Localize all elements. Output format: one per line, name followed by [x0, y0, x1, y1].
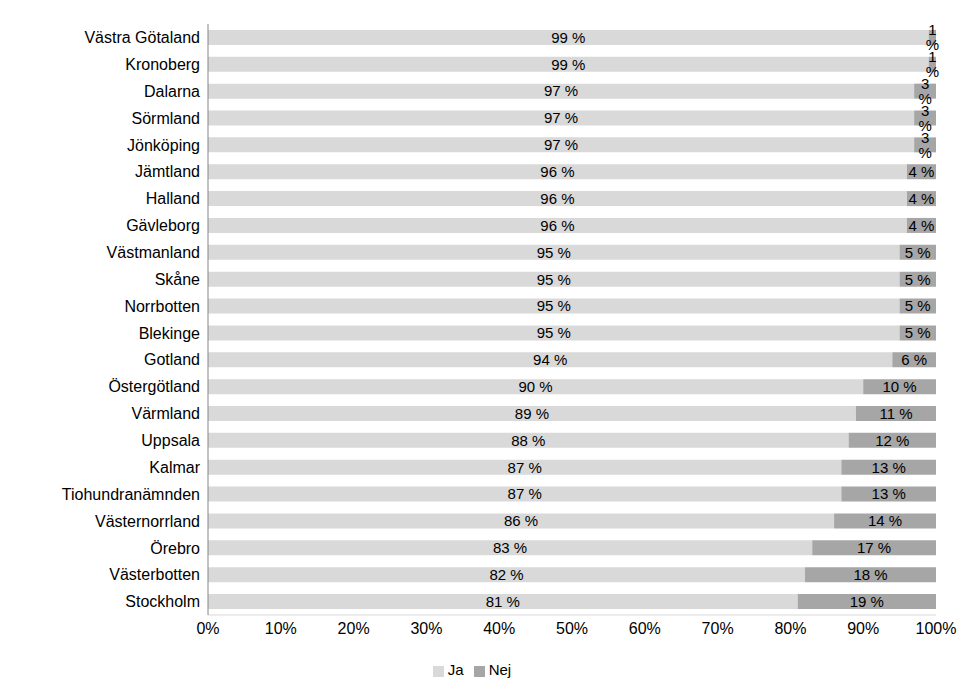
svg-text:50%: 50% [556, 620, 588, 637]
svg-text:20%: 20% [338, 620, 370, 637]
svg-text:95 %: 95 % [537, 271, 571, 288]
svg-text:95 %: 95 % [537, 324, 571, 341]
svg-text:83 %: 83 % [493, 539, 527, 556]
svg-text:19 %: 19 % [850, 593, 884, 610]
svg-text:90%: 90% [847, 620, 879, 637]
svg-text:5 %: 5 % [905, 324, 931, 341]
svg-text:90 %: 90 % [518, 378, 552, 395]
svg-text:40%: 40% [483, 620, 515, 637]
html-text:3: 3 [920, 75, 930, 92]
svg-text:5 %: 5 % [905, 297, 931, 314]
svg-text:13 %: 13 % [872, 485, 906, 502]
svg-text:94 %: 94 % [533, 351, 567, 368]
svg-text:13 %: 13 % [872, 459, 906, 476]
svg-text:Värmland: Värmland [132, 405, 200, 422]
svg-text:96 %: 96 % [540, 217, 574, 234]
svg-text:Gotland: Gotland [144, 351, 200, 368]
svg-text:Kalmar: Kalmar [149, 459, 200, 476]
svg-text:6 %: 6 % [901, 351, 927, 368]
svg-text:11 %: 11 % [879, 405, 912, 422]
svg-text:96 %: 96 % [540, 190, 574, 207]
svg-text:Östergötland: Östergötland [108, 378, 200, 395]
svg-text:Jönköping: Jönköping [127, 137, 200, 154]
svg-text:12 %: 12 % [875, 432, 909, 449]
svg-text:100%: 100% [916, 620, 957, 637]
svg-text:Uppsala: Uppsala [141, 432, 200, 449]
svg-text:87 %: 87 % [508, 485, 542, 502]
svg-text:18 %: 18 % [853, 566, 887, 583]
svg-text:4 %: 4 % [909, 190, 935, 207]
svg-text:89 %: 89 % [515, 405, 549, 422]
svg-text:81 %: 81 % [486, 593, 520, 610]
svg-text:Gävleborg: Gävleborg [126, 217, 200, 234]
svg-text:60%: 60% [629, 620, 661, 637]
svg-text:99 %: 99 % [551, 56, 585, 73]
svg-text:Örebro: Örebro [150, 540, 200, 557]
svg-text:Norrbotten: Norrbotten [124, 298, 200, 315]
svg-text:4 %: 4 % [909, 217, 935, 234]
html-text:1: 1 [928, 21, 937, 39]
svg-text:99 %: 99 % [551, 29, 585, 46]
svg-text:96 %: 96 % [540, 163, 574, 180]
svg-text:30%: 30% [410, 620, 442, 637]
svg-text:Dalarna: Dalarna [144, 83, 200, 100]
svg-text:10%: 10% [265, 620, 297, 637]
svg-text:70%: 70% [702, 620, 734, 637]
svg-text:3%: 3% [918, 129, 931, 161]
html-text:3: 3 [920, 101, 930, 119]
svg-text:Stockholm: Stockholm [125, 593, 200, 610]
svg-text:0%: 0% [196, 620, 219, 637]
svg-text:4 %: 4 % [909, 163, 935, 180]
svg-text:Halland: Halland [146, 190, 200, 207]
svg-text:Tiohundranämnden: Tiohundranämnden [62, 486, 200, 503]
svg-text:95 %: 95 % [537, 244, 571, 261]
svg-text:Västmanland: Västmanland [107, 244, 200, 261]
svg-text:87 %: 87 % [508, 459, 542, 476]
svg-text:17 %: 17 % [857, 539, 891, 556]
svg-text:Västra Götaland: Västra Götaland [84, 29, 200, 46]
svg-text:Jämtland: Jämtland [135, 163, 200, 180]
svg-text:Skåne: Skåne [155, 271, 200, 288]
svg-text:Västerbotten: Västerbotten [109, 566, 200, 583]
svg-text:Västernorrland: Västernorrland [95, 513, 200, 530]
svg-text:97 %: 97 % [544, 109, 578, 126]
svg-text:97 %: 97 % [544, 136, 578, 153]
svg-text:Sörmland: Sörmland [132, 110, 200, 127]
svg-text:95 %: 95 % [537, 297, 571, 314]
html-text:1: 1 [928, 48, 937, 66]
svg-text:97 %: 97 % [544, 82, 578, 99]
svg-text:10 %: 10 % [882, 378, 916, 395]
svg-text:14 %: 14 % [868, 512, 902, 529]
svg-text:5 %: 5 % [905, 271, 931, 288]
svg-text:86 %: 86 % [504, 512, 538, 529]
svg-text:Kronoberg: Kronoberg [125, 56, 200, 73]
svg-text:Blekinge: Blekinge [139, 325, 200, 342]
svg-text:80%: 80% [774, 620, 806, 637]
html-text:Nej: Nej [488, 661, 512, 678]
svg-text:88 %: 88 % [511, 432, 545, 449]
html-text:Ja: Ja [447, 661, 464, 678]
svg-text:82 %: 82 % [489, 566, 523, 583]
svg-text:5 %: 5 % [905, 244, 931, 261]
